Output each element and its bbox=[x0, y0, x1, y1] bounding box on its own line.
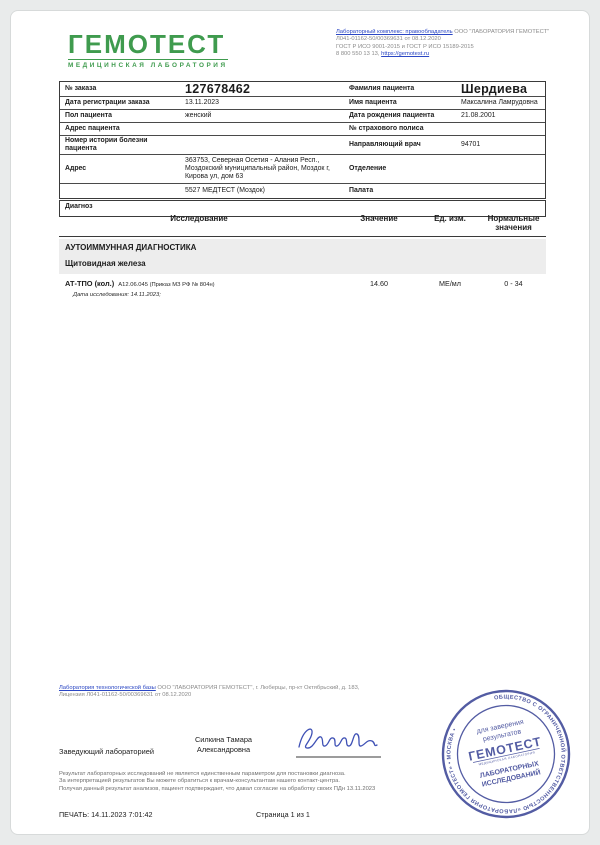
office-address-label: Адрес bbox=[65, 164, 87, 172]
table-row: Адрес пациента № страхового полиса bbox=[60, 123, 545, 136]
lab-base-link[interactable]: Лаборатория технологической базы bbox=[59, 685, 156, 691]
lab-head-title: Заведующий лабораторией bbox=[59, 747, 155, 756]
requisites-line-1: Лабораторный комплекс: правообладатель О… bbox=[336, 29, 566, 36]
surname-label: Фамилия пациента bbox=[349, 85, 415, 93]
column-unit: Ед. изм. bbox=[434, 214, 466, 223]
insurance-label: № страхового полиса bbox=[349, 124, 424, 132]
lab-base-line: Лаборатория технологической базы ООО "ЛА… bbox=[59, 685, 479, 692]
test-name: АТ-ТПО (кол.) А12.06.045 (Приказ МЗ РФ №… bbox=[59, 279, 339, 288]
firstname-label: Имя пациента bbox=[349, 98, 397, 106]
results-header-row: Исследование Значение Ед. изм. Нормальны… bbox=[59, 214, 546, 232]
reg-date-value: 13.11.2023 bbox=[185, 98, 219, 106]
subsection-title: Щитовидная железа bbox=[65, 259, 146, 268]
stamp-outer-circle bbox=[441, 689, 571, 819]
lab-base-block: Лаборатория технологической базы ООО "ЛА… bbox=[59, 685, 479, 699]
signature-stroke bbox=[298, 728, 378, 749]
office-address-value: 363753, Северная Осетия - Алания Респ., … bbox=[185, 156, 330, 181]
test-code: А12.06.045 (Приказ МЗ РФ № 804н) bbox=[118, 282, 215, 288]
test-date-note: Дата исследования: 14.11.2023; bbox=[73, 292, 161, 298]
order-info-table: № заказа 127678462 Фамилия пациента Шерд… bbox=[59, 81, 546, 199]
header-divider bbox=[59, 236, 546, 237]
sex-label: Пол пациента bbox=[65, 111, 112, 119]
logo-tagline: МЕДИЦИНСКАЯ ЛАБОРАТОРИЯ bbox=[68, 59, 228, 69]
gemotest-logo: ГЕМОТЕСТ МЕДИЦИНСКАЯ ЛАБОРАТОРИЯ bbox=[68, 31, 228, 69]
test-result-row: АТ-ТПО (кол.) А12.06.045 (Приказ МЗ РФ №… bbox=[59, 279, 546, 288]
lab-owner-text: ООО "ЛАБОРАТОРИЯ ГЕМОТЕСТ" bbox=[452, 29, 550, 35]
test-normal-range: 0 - 34 bbox=[504, 279, 523, 288]
department-label: Отделение bbox=[349, 164, 387, 172]
license-number-line: Л041-01162-50/00369631 от 08.12.2020 bbox=[336, 36, 441, 43]
test-name-text: АТ-ТПО (кол.) bbox=[65, 279, 115, 288]
disclaimer-block: Результат лабораторных исследований не я… bbox=[59, 771, 479, 793]
site-link[interactable]: https://gemotest.ru bbox=[381, 51, 430, 58]
diagnosis-box: Диагноз bbox=[59, 200, 546, 217]
disclaimer-line-2: За интерпретацией результатов Вы можете … bbox=[59, 778, 340, 785]
referring-doctor-label: Направляющий врач bbox=[349, 141, 421, 149]
test-value: 14.60 bbox=[370, 279, 388, 288]
ward-label: Палата bbox=[349, 186, 374, 194]
lab-head-name: Силкина Тамара Александровна bbox=[161, 735, 286, 754]
disclaimer-line-3: Получая данный результат анализов, пацие… bbox=[59, 785, 376, 792]
sex-value: женский bbox=[185, 111, 212, 119]
table-row: 5527 МЕДТЕСТ (Моздок) Палата bbox=[60, 184, 545, 198]
disclaimer-line-1: Результат лабораторных исследований не я… bbox=[59, 771, 346, 777]
column-normal: Нормальные значения bbox=[487, 214, 540, 232]
patient-address-label: Адрес пациента bbox=[65, 124, 120, 132]
order-number-label: № заказа bbox=[65, 85, 97, 93]
stamp-brand-underline bbox=[472, 748, 540, 763]
birthdate-value: 21.08.2001 bbox=[461, 111, 496, 119]
table-row: Пол пациента женский Дата рождения пацие… bbox=[60, 110, 545, 123]
history-number-label: Номер истории болезни пациента bbox=[65, 137, 148, 153]
lab-license-line: Лицензия Л041-01162-50/00369631 от 08.12… bbox=[59, 692, 192, 699]
stamp-inner-circle bbox=[456, 704, 556, 804]
page-number: Страница 1 из 1 bbox=[256, 810, 310, 819]
lab-complex-link[interactable]: Лабораторный комплекс: правообладатель bbox=[336, 29, 453, 35]
medtest-office-value: 5527 МЕДТЕСТ (Моздок) bbox=[185, 186, 265, 194]
column-value: Значение bbox=[360, 214, 398, 223]
contacts-line: 8 800 550 13 13, https://gemotest.ru bbox=[336, 51, 566, 58]
diagnosis-label: Диагноз bbox=[65, 203, 93, 210]
report-page: ГЕМОТЕСТ МЕДИЦИНСКАЯ ЛАБОРАТОРИЯ Лаборат… bbox=[10, 10, 590, 835]
lab-stamp-seal: ОБЩЕСТВО С ОГРАНИЧЕННОЙ ОТВЕТСТВЕННОСТЬЮ… bbox=[435, 683, 578, 825]
lab-head-name-line1: Силкина Тамара bbox=[194, 735, 253, 744]
referring-doctor-value: 94701 bbox=[461, 141, 481, 149]
empty-label bbox=[60, 190, 180, 192]
lab-requisites-block: Лабораторный комплекс: правообладатель О… bbox=[336, 29, 566, 59]
section-title: АУТОИММУННАЯ ДИАГНОСТИКА bbox=[65, 243, 197, 252]
test-unit: МЕ/мл bbox=[439, 279, 461, 288]
lab-base-text: ООО "ЛАБОРАТОРИЯ ГЕМОТЕСТ", г. Люберцы, … bbox=[155, 685, 360, 691]
print-timestamp: ПЕЧАТЬ: 14.11.2023 7:01:42 bbox=[59, 810, 153, 819]
table-row: № заказа 127678462 Фамилия пациента Шерд… bbox=[60, 82, 545, 97]
results-section-band: АУТОИММУННАЯ ДИАГНОСТИКА Щитовидная желе… bbox=[59, 239, 546, 274]
signature bbox=[296, 728, 381, 758]
reg-date-label: Дата регистрации заказа bbox=[65, 98, 150, 106]
table-row: Номер истории болезни пациента Направляю… bbox=[60, 136, 545, 155]
firstname-value: Максалина Ламрудовна bbox=[461, 98, 538, 106]
ward-value bbox=[456, 190, 547, 192]
table-row: Адрес 363753, Северная Осетия - Алания Р… bbox=[60, 155, 545, 184]
lab-head-name-line2: Александровна bbox=[196, 744, 251, 754]
birthdate-label: Дата рождения пациента bbox=[349, 111, 435, 119]
history-number-value bbox=[180, 144, 344, 146]
department-value bbox=[456, 168, 547, 170]
logo-wordmark: ГЕМОТЕСТ bbox=[68, 29, 226, 59]
phone-text: 8 800 550 13 13, bbox=[336, 51, 382, 58]
table-row: Дата регистрации заказа 13.11.2023 Имя п… bbox=[60, 97, 545, 110]
gost-line: ГОСТ Р ИСО 9001-2015 и ГОСТ Р ИСО 15189-… bbox=[336, 43, 474, 50]
column-study: Исследование bbox=[170, 214, 228, 223]
order-number-value: 127678462 bbox=[185, 82, 251, 96]
patient-address-value bbox=[180, 128, 344, 130]
insurance-value bbox=[456, 128, 547, 130]
surname-value: Шердиева bbox=[461, 82, 528, 96]
